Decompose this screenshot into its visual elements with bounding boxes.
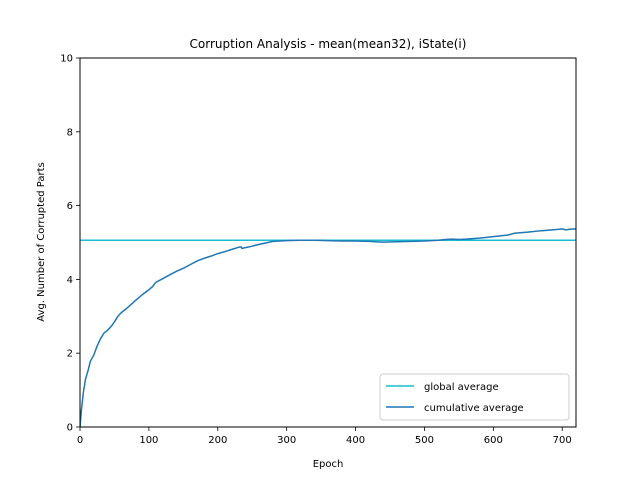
x-tick-label: 0	[77, 435, 83, 446]
x-tick-label: 600	[484, 435, 503, 446]
x-axis-label: Epoch	[313, 459, 344, 470]
y-axis: 0 2 4 6 8 10	[60, 54, 80, 434]
y-tick-label: 2	[67, 349, 73, 360]
x-tick-label: 200	[208, 435, 227, 446]
chart-title: Corruption Analysis - mean(mean32), iSta…	[190, 37, 467, 51]
series-cumulative-average-line	[80, 228, 576, 427]
x-tick-label: 400	[346, 435, 365, 446]
legend-label-cumulative-average: cumulative average	[424, 403, 524, 414]
legend-label-global-average: global average	[424, 382, 499, 393]
y-tick-label: 8	[67, 127, 73, 138]
legend: global average cumulative average	[379, 373, 570, 421]
y-tick-label: 4	[67, 275, 73, 286]
y-axis-label: Avg. Number of Corrupted Parts	[36, 162, 47, 321]
x-tick-label: 700	[553, 435, 572, 446]
legend-box	[379, 373, 570, 421]
plot-frame	[79, 57, 577, 428]
x-axis: 0 100 200 300 400 500 600 700	[77, 427, 572, 446]
x-tick-label: 500	[415, 435, 434, 446]
y-tick-label: 6	[67, 201, 73, 212]
y-tick-label: 10	[60, 54, 73, 65]
x-tick-label: 300	[277, 435, 296, 446]
x-tick-label: 100	[139, 435, 158, 446]
y-tick-label: 0	[67, 423, 73, 434]
